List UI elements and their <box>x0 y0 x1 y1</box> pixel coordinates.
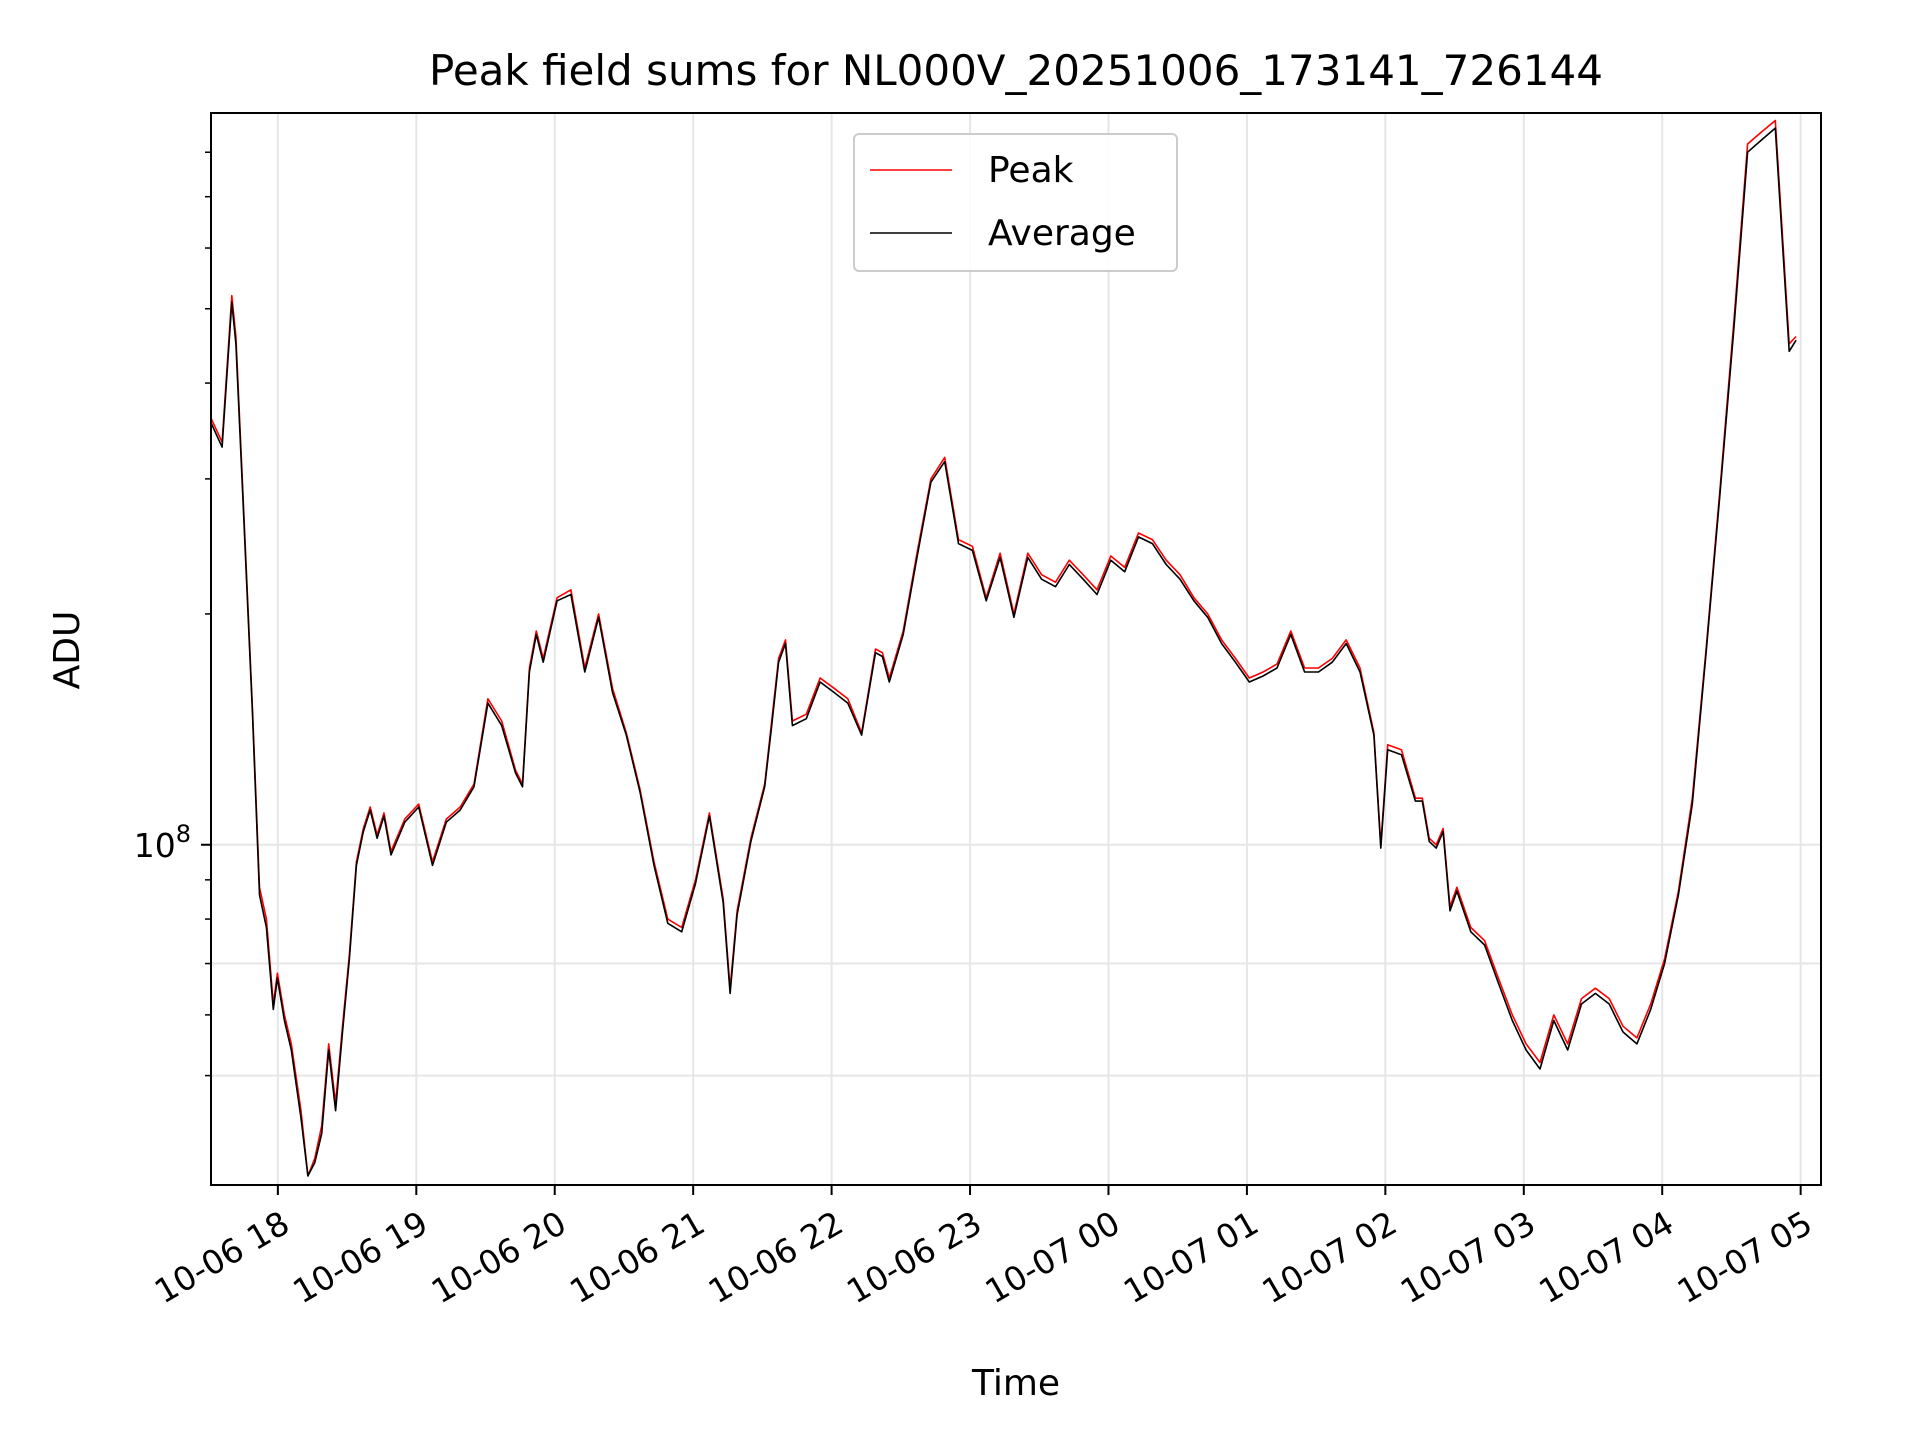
legend-box <box>853 133 1178 272</box>
y-axis-label: ADU <box>47 611 88 690</box>
legend-label-peak: Peak <box>988 150 1074 191</box>
x-axis-label: Time <box>971 1363 1060 1404</box>
grid-layer <box>211 113 1821 1185</box>
plot-frame <box>210 112 1822 1186</box>
series-line-average <box>210 127 1797 1177</box>
legend: Peak Average <box>853 133 1178 272</box>
series-layer <box>210 119 1797 1177</box>
chart-title: Peak field sums for NL000V_20251006_1731… <box>429 46 1603 95</box>
y-tick-label: 108 <box>134 820 191 865</box>
legend-label-average: Average <box>988 213 1136 254</box>
